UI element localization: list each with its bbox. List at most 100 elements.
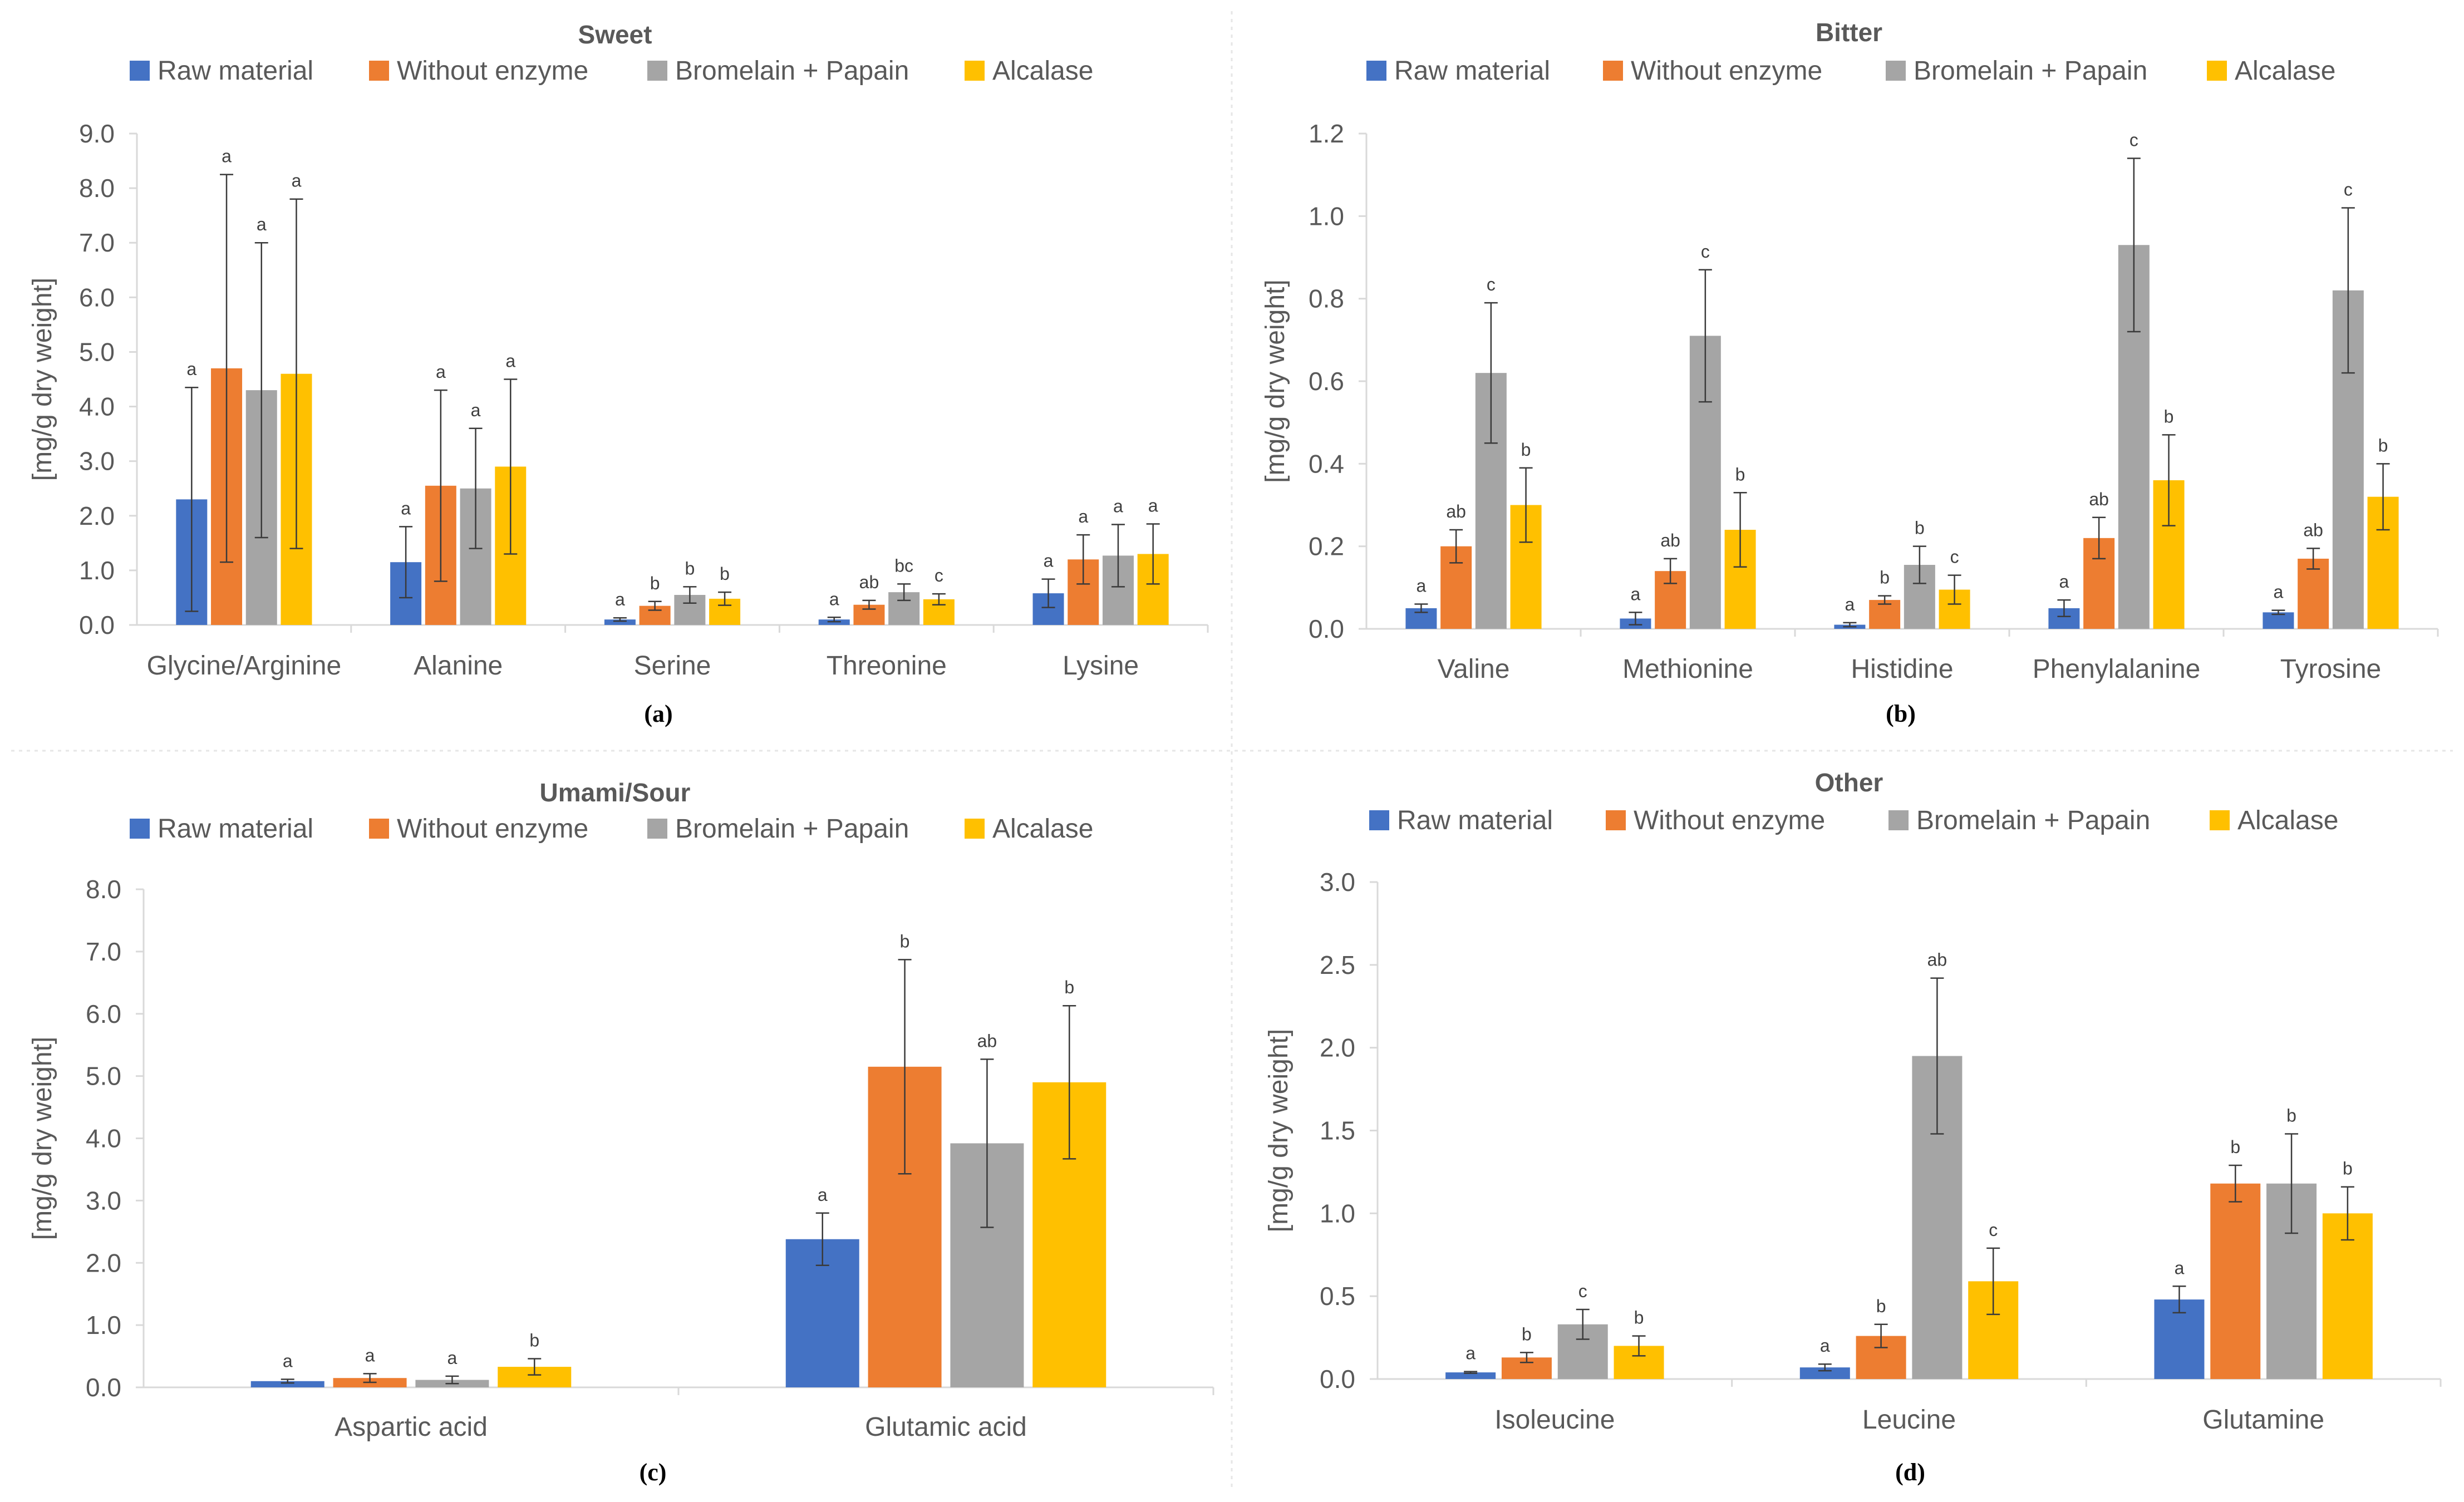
panel-sweet-legend-label-bromelain-papain: Bromelain + Papain xyxy=(675,56,909,86)
panel-bitter-category-label-methionine: Methionine xyxy=(1622,654,1753,684)
panel-other-significance-label-leucine-alcalase: c xyxy=(1989,1220,1998,1240)
panel-bitter-legend-label-raw-material: Raw material xyxy=(1394,56,1550,86)
panel-other-significance-label-isoleucine-raw-material: a xyxy=(1465,1343,1476,1363)
panel-sweet-significance-label-lysine-alcalase: a xyxy=(1148,495,1158,515)
panel-umami-sour-y-tick-label: 0.0 xyxy=(86,1373,121,1402)
panel-sweet-significance-label-alanine-without-enzyme: a xyxy=(436,362,446,382)
panel-other-y-tick-label: 1.5 xyxy=(1320,1116,1355,1145)
panel-other-bar-glutamine-without-enzyme xyxy=(2210,1183,2261,1379)
panel-other-legend-label-without-enzyme: Without enzyme xyxy=(1634,806,1825,835)
panel-sweet-significance-label-threonine-alcalase: c xyxy=(935,565,943,585)
panel-sweet-legend-label-alcalase: Alcalase xyxy=(992,56,1093,86)
panel-sweet-significance-label-glycine-arginine-without-enzyme: a xyxy=(222,146,232,166)
panel-bitter-category-label-tyrosine: Tyrosine xyxy=(2280,654,2381,684)
panel-other-legend-label-bromelain-papain: Bromelain + Papain xyxy=(1916,806,2150,835)
panel-bitter-significance-label-phenylalanine-raw-material: a xyxy=(2059,572,2069,592)
panel-umami-sour-category-label-glutamic-acid: Glutamic acid xyxy=(865,1412,1027,1442)
panel-other-y-tick-label: 2.5 xyxy=(1320,951,1355,979)
panel-bitter-category-label-valine: Valine xyxy=(1438,654,1510,684)
panel-bitter-legend-swatch-alcalase xyxy=(2207,61,2227,81)
panel-umami-sour-bar-aspartic-acid-raw-material xyxy=(250,1381,324,1387)
panel-sweet-y-tick-label: 4.0 xyxy=(79,392,115,421)
panel-other-category-label-leucine: Leucine xyxy=(1862,1405,1956,1435)
panel-sweet-significance-label-serine-alcalase: b xyxy=(720,564,730,584)
panel-other-bar-leucine-raw-material xyxy=(1799,1367,1850,1379)
panel-sweet-significance-label-serine-without-enzyme: b xyxy=(650,573,660,593)
panel-umami-sour-significance-label-aspartic-acid-alcalase: b xyxy=(529,1331,539,1351)
panel-umami-sour-significance-label-aspartic-acid-raw-material: a xyxy=(283,1351,293,1371)
panel-umami-sour-y-tick-label: 3.0 xyxy=(86,1186,121,1215)
panel-other-significance-label-leucine-bromelain-papain: ab xyxy=(1927,950,1947,970)
panel-other-legend-label-raw-material: Raw material xyxy=(1397,806,1553,835)
panel-umami-sour-legend-swatch-without-enzyme xyxy=(369,819,389,839)
panel-umami-sour-y-tick-label: 8.0 xyxy=(86,875,121,904)
panel-bitter-significance-label-phenylalanine-bromelain-papain: c xyxy=(2129,130,2138,150)
panel-other-bar-glutamine-alcalase xyxy=(2322,1213,2373,1379)
panel-umami-sour-significance-label-aspartic-acid-bromelain-papain: a xyxy=(447,1348,458,1368)
panel-sweet-significance-label-alanine-alcalase: a xyxy=(505,351,515,371)
panel-other-title: Other xyxy=(1815,768,1883,797)
panel-bitter-significance-label-tyrosine-without-enzyme: ab xyxy=(2303,520,2323,540)
panel-umami-sour-y-axis-label: [mg/g dry weight] xyxy=(28,1037,57,1240)
panel-bitter-significance-label-valine-bromelain-papain: c xyxy=(1487,274,1496,294)
panel-sweet-significance-label-threonine-without-enzyme: ab xyxy=(859,572,879,592)
panel-sweet: Sweet Raw material Without enzyme Bromelain… xyxy=(28,20,1209,727)
panel-sweet-y-tick-label: 7.0 xyxy=(79,228,115,257)
panel-bitter-title: Bitter xyxy=(1816,18,1882,47)
panel-sweet-caption: (a) xyxy=(644,700,672,727)
panel-bitter-legend-label-bromelain-papain: Bromelain + Papain xyxy=(1914,56,2147,86)
panel-bitter-significance-label-valine-alcalase: b xyxy=(1521,440,1531,460)
panel-umami-sour-significance-label-aspartic-acid-without-enzyme: a xyxy=(365,1345,375,1365)
panel-umami-sour-legend-swatch-alcalase xyxy=(965,819,985,839)
panel-sweet-category-label-lysine: Lysine xyxy=(1063,651,1139,681)
panel-umami-sour-title: Umami/Sour xyxy=(540,778,691,807)
panel-other: Other Raw material Without enzyme Bromelain… xyxy=(1264,768,2442,1486)
panel-sweet-category-label-alanine: Alanine xyxy=(414,651,503,681)
panel-bitter-significance-label-methionine-raw-material: a xyxy=(1631,584,1641,604)
panel-umami-sour-significance-label-glutamic-acid-bromelain-papain: ab xyxy=(977,1031,997,1051)
panel-other-significance-label-isoleucine-without-enzyme: b xyxy=(1522,1324,1532,1344)
panel-sweet-y-tick-label: 8.0 xyxy=(79,174,115,203)
panel-bitter-legend-swatch-without-enzyme xyxy=(1603,61,1623,81)
panel-bitter-legend-swatch-bromelain-papain xyxy=(1886,61,1906,81)
panel-bitter-significance-label-methionine-bromelain-papain: c xyxy=(1701,242,1710,262)
panel-bitter-significance-label-phenylalanine-without-enzyme: ab xyxy=(2089,489,2109,509)
panel-other-legend-swatch-alcalase xyxy=(2210,810,2230,830)
panel-other-bar-isoleucine-raw-material xyxy=(1445,1372,1496,1379)
panel-other-y-tick-label: 1.0 xyxy=(1320,1199,1355,1228)
panel-sweet-legend-swatch-raw-material xyxy=(130,61,150,81)
panel-other-significance-label-glutamine-alcalase: b xyxy=(2343,1159,2353,1179)
panel-other-significance-label-isoleucine-alcalase: b xyxy=(1634,1308,1644,1328)
panel-bitter-y-axis-label: [mg/g dry weight] xyxy=(1261,279,1290,482)
panel-bitter-significance-label-tyrosine-alcalase: b xyxy=(2378,435,2388,455)
panel-bitter: Bitter Raw material Without enzyme Bromelai… xyxy=(1261,18,2439,727)
panel-sweet-significance-label-alanine-raw-material: a xyxy=(401,498,411,518)
panel-bitter-category-label-phenylalanine: Phenylalanine xyxy=(2033,654,2201,684)
panel-bitter-y-tick-label: 0.6 xyxy=(1309,367,1344,396)
panel-bitter-significance-label-histidine-alcalase: c xyxy=(1950,547,1959,567)
panel-umami-sour-y-tick-label: 5.0 xyxy=(86,1062,121,1091)
panel-sweet-legend-label-raw-material: Raw material xyxy=(158,56,313,86)
panel-sweet-legend-swatch-bromelain-papain xyxy=(647,61,667,81)
panel-bitter-bar-tyrosine-without-enzyme xyxy=(2298,558,2329,629)
panel-other-y-tick-label: 0.0 xyxy=(1320,1365,1355,1393)
panel-bitter-legend-label-without-enzyme: Without enzyme xyxy=(1631,56,1822,86)
panel-umami-sour-y-tick-label: 7.0 xyxy=(86,937,121,966)
panel-bitter-significance-label-valine-raw-material: a xyxy=(1417,576,1427,596)
panel-sweet-category-label-serine: Serine xyxy=(634,651,711,681)
panel-umami-sour-legend-label-without-enzyme: Without enzyme xyxy=(397,814,588,844)
panel-other-significance-label-isoleucine-bromelain-papain: c xyxy=(1578,1281,1587,1301)
panel-umami-sour-legend-swatch-bromelain-papain xyxy=(647,819,667,839)
panel-umami-sour-legend-label-raw-material: Raw material xyxy=(158,814,313,844)
panel-other-category-label-isoleucine: Isoleucine xyxy=(1494,1405,1615,1435)
panel-bitter-y-tick-label: 1.0 xyxy=(1309,201,1344,230)
panel-other-legend-label-alcalase: Alcalase xyxy=(2237,806,2338,835)
panel-sweet-y-tick-label: 9.0 xyxy=(79,119,115,148)
panel-bitter-significance-label-histidine-raw-material: a xyxy=(1845,594,1855,614)
panel-bitter-significance-label-methionine-alcalase: b xyxy=(1735,464,1745,484)
panel-other-legend-swatch-bromelain-papain xyxy=(1888,810,1909,830)
panel-other-y-axis-label: [mg/g dry weight] xyxy=(1264,1029,1294,1232)
panel-sweet-significance-label-serine-bromelain-papain: b xyxy=(685,558,695,578)
panel-bitter-y-tick-label: 0.0 xyxy=(1309,614,1344,643)
